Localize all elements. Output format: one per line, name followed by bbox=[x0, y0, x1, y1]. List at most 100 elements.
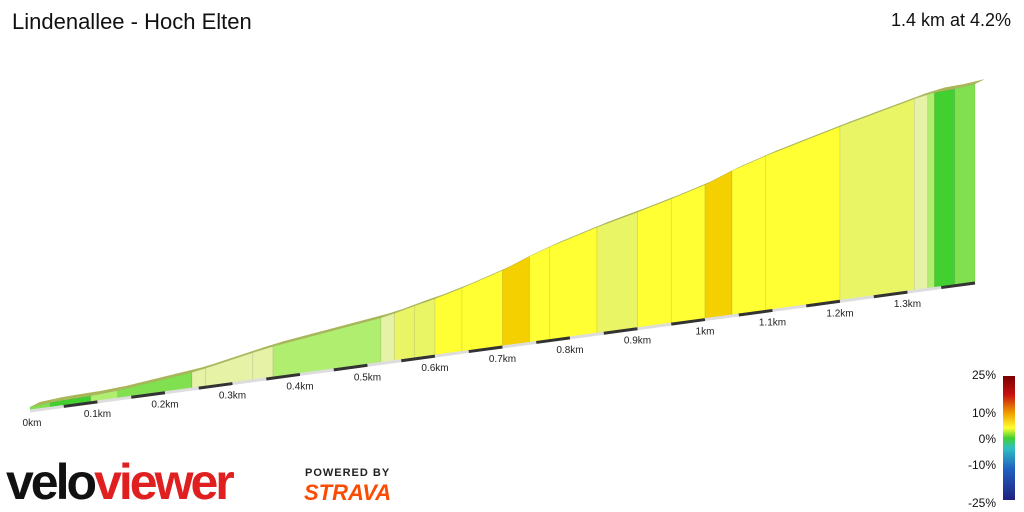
axis-segment bbox=[63, 400, 98, 408]
strava-logo: STRAVA bbox=[304, 480, 392, 505]
axis-segment bbox=[468, 345, 503, 354]
powered-by-label: POWERED BY bbox=[305, 467, 391, 479]
axis-segment bbox=[637, 322, 672, 331]
distance-tick-label: 0.7km bbox=[489, 354, 516, 365]
axis-segment bbox=[198, 382, 233, 390]
gradient-segment bbox=[927, 92, 935, 289]
profile-ridge bbox=[435, 283, 472, 299]
axis-segment bbox=[97, 395, 132, 404]
profile-ridge bbox=[529, 241, 560, 257]
profile-ridge bbox=[273, 312, 391, 347]
axis-segment bbox=[401, 354, 436, 363]
axis-segment bbox=[738, 308, 773, 317]
profile-ridge bbox=[63, 390, 101, 401]
gradient-segment bbox=[549, 226, 598, 340]
page-title: Lindenallee - Hoch Elten bbox=[12, 9, 252, 34]
profile-ridge bbox=[954, 79, 985, 89]
axis-segment bbox=[941, 281, 976, 290]
gradient-segment bbox=[394, 305, 416, 361]
axis-segment bbox=[772, 304, 807, 312]
distance-tick-label: 0.6km bbox=[421, 363, 448, 374]
gradient-segment bbox=[596, 211, 638, 334]
axis-segment bbox=[907, 286, 942, 294]
profile-ridge bbox=[30, 397, 61, 407]
gradient-segment bbox=[380, 312, 395, 363]
axis-segment bbox=[704, 313, 739, 322]
legend-label-0: 0% bbox=[978, 432, 996, 446]
axis-segment bbox=[266, 372, 301, 381]
distance-axis bbox=[29, 281, 976, 413]
distance-tick-label: 0.9km bbox=[624, 336, 651, 347]
profile-ridge bbox=[840, 93, 925, 127]
profile-ridge bbox=[671, 179, 715, 199]
distance-tick-label: 0.4km bbox=[286, 381, 313, 392]
profile-ridge bbox=[462, 265, 513, 289]
axis-segment bbox=[367, 359, 402, 367]
gradient-segment bbox=[529, 246, 551, 343]
profile-ridge bbox=[597, 207, 648, 228]
axis-segment bbox=[29, 404, 64, 413]
veloviewer-logo: veloviewer bbox=[6, 454, 235, 510]
axis-segment bbox=[299, 368, 334, 376]
gradient-segment bbox=[502, 255, 530, 347]
gradient-segment bbox=[461, 269, 503, 352]
gradient-segment bbox=[704, 170, 733, 319]
axis-segment bbox=[333, 363, 368, 372]
legend-label-10: 10% bbox=[971, 406, 996, 420]
profile-ridge bbox=[927, 87, 945, 95]
profile-ridge bbox=[381, 308, 405, 318]
distance-tick-label: 0km bbox=[23, 418, 42, 429]
legend-label-minus-10: -10% bbox=[967, 458, 996, 472]
gradient-legend-bar bbox=[1003, 376, 1015, 500]
gradient-segment bbox=[913, 94, 929, 291]
profile-ridge bbox=[90, 385, 128, 396]
axis-segment bbox=[839, 295, 874, 303]
climb-summary: 1.4 km at 4.2% bbox=[890, 10, 1011, 30]
profile-ridge bbox=[414, 293, 445, 306]
gradient-segment bbox=[637, 198, 672, 329]
profile-ridge bbox=[50, 395, 74, 403]
gradient-segment bbox=[731, 155, 767, 316]
legend-label-minus-25: -25% bbox=[967, 496, 996, 510]
legend-label-25: 25% bbox=[971, 368, 996, 382]
profile-ridge bbox=[192, 363, 216, 373]
gradient-segment bbox=[670, 184, 706, 324]
gradient-segment bbox=[839, 98, 915, 301]
axis-segment bbox=[232, 377, 267, 386]
profile-ridge bbox=[637, 193, 682, 213]
axis-segment bbox=[671, 318, 706, 326]
distance-tick-label: 0.3km bbox=[219, 391, 246, 402]
axis-segment bbox=[164, 386, 199, 395]
profile-ridge bbox=[914, 89, 938, 99]
axis-segment bbox=[873, 290, 908, 299]
distance-tick-label: 1km bbox=[696, 327, 715, 338]
profile-ridge bbox=[117, 367, 202, 391]
distance-tick-label: 0.5km bbox=[354, 372, 381, 383]
distance-tick-label: 1.2km bbox=[826, 308, 853, 319]
gradient-segment bbox=[765, 126, 841, 311]
axis-segment bbox=[434, 350, 469, 358]
distance-tick-label: 0.2km bbox=[151, 400, 178, 411]
profile-ridge bbox=[549, 222, 607, 247]
distance-tick-labels: 0km 0.1km 0.2km 0.3km 0.4km 0.5km 0.6km 0.7km 0.… bbox=[23, 299, 922, 429]
profile-ridge bbox=[934, 83, 965, 93]
gradient-segment bbox=[414, 298, 436, 359]
profile-ridge bbox=[205, 347, 263, 369]
gradient-segment bbox=[934, 88, 956, 288]
axis-segment bbox=[536, 336, 571, 344]
distance-tick-label: 0.8km bbox=[556, 345, 583, 356]
gradient-segment bbox=[954, 83, 976, 286]
distance-tick-label: 1.1km bbox=[759, 317, 786, 328]
axis-segment bbox=[603, 327, 638, 335]
distance-tick-label: 0.1km bbox=[84, 409, 111, 420]
axis-segment bbox=[131, 391, 166, 399]
axis-segment bbox=[502, 340, 537, 349]
profile-ridge bbox=[732, 150, 776, 171]
axis-segment bbox=[569, 331, 604, 340]
profile-ridge bbox=[394, 300, 425, 314]
distance-tick-label: 1.3km bbox=[894, 299, 921, 310]
gradient-segment bbox=[272, 317, 382, 378]
profile-ridge bbox=[252, 341, 283, 353]
axis-segment bbox=[806, 299, 841, 308]
